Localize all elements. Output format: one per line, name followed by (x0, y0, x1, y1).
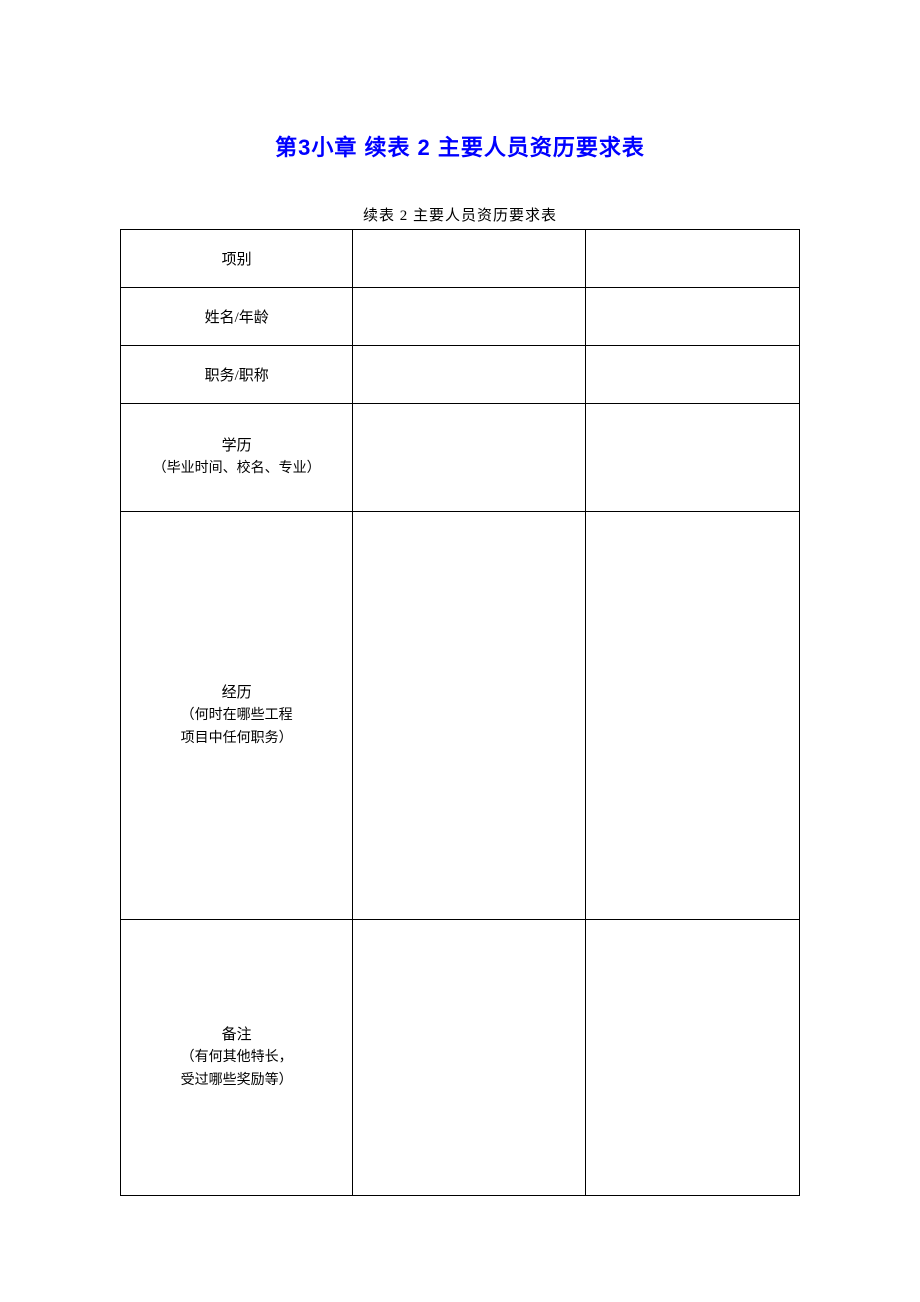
table-row: 学历 （毕业时间、校名、专业） (121, 404, 800, 512)
row-label-position-title: 职务/职称 (121, 346, 353, 404)
cell-value (353, 230, 585, 288)
table-row: 备注 （有何其他特长， 受过哪些奖励等） (121, 920, 800, 1196)
row-label-notes: 备注 （有何其他特长， 受过哪些奖励等） (121, 920, 353, 1196)
cell-value (585, 404, 799, 512)
row-label-education: 学历 （毕业时间、校名、专业） (121, 404, 353, 512)
label-sub-line2: 项目中任何职务） (129, 728, 344, 750)
cell-value (353, 512, 585, 920)
label-sub-line2: 受过哪些奖励等） (129, 1070, 344, 1092)
cell-value (585, 230, 799, 288)
table-caption: 续表 2 主要人员资历要求表 (120, 204, 800, 225)
cell-value (585, 512, 799, 920)
table-row: 项别 (121, 230, 800, 288)
cell-value (353, 288, 585, 346)
table-row: 职务/职称 (121, 346, 800, 404)
label-main: 备注 (129, 1023, 344, 1047)
cell-value (353, 920, 585, 1196)
cell-value (585, 346, 799, 404)
table-row: 经历 （何时在哪些工程 项目中任何职务） (121, 512, 800, 920)
label-main: 经历 (129, 681, 344, 705)
label-sub-line1: （有何其他特长， (129, 1047, 344, 1069)
cell-value (585, 920, 799, 1196)
row-label-experience: 经历 （何时在哪些工程 项目中任何职务） (121, 512, 353, 920)
page-heading: 第3小章 续表 2 主要人员资历要求表 (120, 130, 800, 162)
row-label-name-age: 姓名/年龄 (121, 288, 353, 346)
cell-value (353, 346, 585, 404)
personnel-form-table: 项别 姓名/年龄 职务/职称 学历 （毕业时间、校名、专业） (120, 229, 800, 1196)
label-sub: （毕业时间、校名、专业） (129, 458, 344, 480)
label-sub-line1: （何时在哪些工程 (129, 705, 344, 727)
row-label-category: 项别 (121, 230, 353, 288)
cell-value (353, 404, 585, 512)
table-row: 姓名/年龄 (121, 288, 800, 346)
label-main: 学历 (129, 434, 344, 458)
cell-value (585, 288, 799, 346)
